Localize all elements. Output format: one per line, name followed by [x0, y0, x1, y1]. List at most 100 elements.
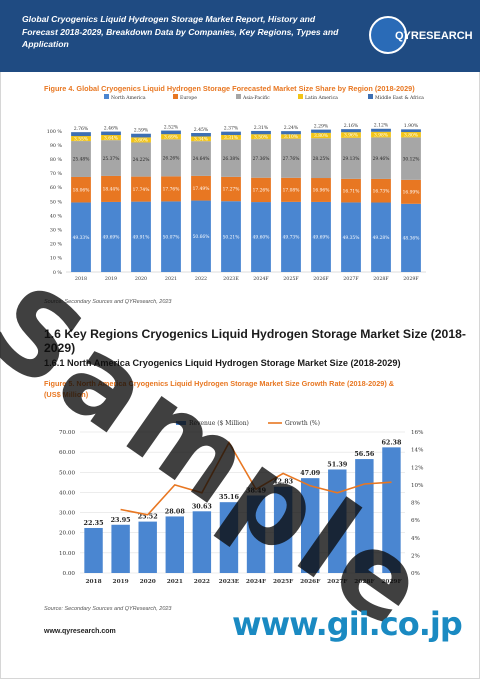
bar-segment: [71, 132, 91, 137]
bar-segment: [191, 136, 211, 142]
bar-segment: [191, 133, 211, 137]
bar-segment: [371, 202, 391, 272]
y-tick-label: 50 %: [50, 199, 63, 205]
y-tick-label: 0 %: [53, 270, 63, 276]
y-right-tick-label: 16%: [411, 430, 423, 436]
data-label: 17.49%: [193, 187, 210, 192]
bar-segment: [131, 201, 151, 272]
legend-label: North America: [111, 95, 146, 101]
y-tick-label: 100 %: [47, 129, 63, 135]
data-label: 3.69%: [164, 135, 178, 140]
x-tick-label: 2019: [113, 579, 129, 585]
data-label: 3.80%: [314, 134, 328, 139]
revenue-bar: [301, 478, 320, 573]
data-label: 16.73%: [373, 189, 390, 194]
data-label: 3.60%: [134, 139, 148, 144]
bar-segment: [371, 131, 391, 138]
y-right-tick-label: 10%: [411, 483, 423, 489]
data-label: 2.46%: [104, 125, 119, 131]
data-label: 16.71%: [343, 189, 360, 194]
x-tick-label: 2025F: [273, 579, 294, 585]
y-right-tick-label: 14%: [411, 448, 423, 454]
revenue-data-label: 28.08: [165, 507, 186, 515]
y-left-tick-label: 40.00: [59, 490, 75, 496]
y-tick-label: 80 %: [50, 157, 63, 163]
bar-segment: [401, 129, 421, 133]
x-tick-label: 2028F: [354, 579, 375, 585]
bar-segment: [311, 201, 331, 272]
data-label: 2.45%: [194, 127, 209, 133]
y-tick-label: 10 %: [50, 256, 63, 262]
data-label: 49.33%: [73, 236, 90, 241]
data-label: 2.31%: [254, 125, 269, 131]
bar-segment: [161, 134, 181, 140]
revenue-bar: [355, 459, 374, 573]
bar-segment: [281, 134, 301, 139]
revenue-bar: [246, 495, 266, 573]
growth-line: [120, 440, 392, 516]
footer-url[interactable]: www.qyresearch.com: [44, 628, 116, 635]
y-right-tick-label: 12%: [411, 465, 423, 471]
y-tick-label: 60 %: [50, 185, 63, 191]
data-label: 49.60%: [253, 236, 270, 241]
data-label: 3.10%: [284, 135, 298, 140]
data-label: 3.34%: [194, 138, 208, 143]
legend-label: Middle East & Africa: [375, 95, 424, 101]
gii-watermark: www.gii.co.jp: [232, 605, 463, 643]
x-tick-label: 2029F: [381, 579, 402, 585]
data-label: 49.69%: [103, 236, 120, 241]
revenue-data-label: 22.35: [84, 519, 104, 527]
data-label: 17.27%: [223, 188, 240, 193]
data-label: 49.69%: [313, 236, 330, 241]
y-left-tick-label: 70.00: [59, 430, 75, 436]
logo-text: QYRESEARCH: [395, 30, 473, 42]
revenue-data-label: 56.56: [354, 450, 375, 458]
x-tick-label: 2020: [140, 579, 156, 585]
x-tick-label: 2026F: [313, 276, 329, 282]
data-label: 30.12%: [403, 157, 420, 162]
x-tick-label: 2027F: [327, 579, 348, 585]
data-label: 17.08%: [283, 189, 300, 194]
bar-segment: [101, 140, 121, 176]
bar-segment: [71, 141, 91, 177]
x-tick-label: 2021: [165, 276, 177, 282]
revenue-bar: [219, 502, 239, 573]
data-label: 2.29%: [314, 123, 329, 129]
data-label: 50.21%: [223, 235, 240, 240]
data-label: 29.46%: [373, 157, 390, 162]
revenue-bar: [328, 469, 347, 573]
data-label: 1.90%: [404, 123, 419, 129]
x-tick-label: 2021: [167, 579, 183, 585]
stacked-share-chart: North America Europe Asia-Pacific Latin Ame…: [47, 94, 426, 282]
bar-segment: [341, 137, 361, 179]
data-label: 49.35%: [343, 236, 360, 241]
data-label: 26.26%: [163, 157, 180, 162]
data-label: 27.36%: [253, 157, 270, 162]
bar-segment: [191, 141, 211, 176]
data-label: 49.91%: [133, 236, 150, 241]
bar-segment: [131, 176, 151, 202]
bar-segment: [311, 132, 331, 139]
legend-swatch: [368, 94, 373, 99]
data-label: 2.52%: [164, 124, 179, 130]
y-right-tick-label: 4%: [411, 536, 420, 542]
revenue-bar: [138, 521, 157, 573]
bar-segment: [71, 136, 91, 142]
bar-segment: [341, 202, 361, 272]
revenue-growth-chart: Revenue ($ Million) Growth (%) 0.00 10.00 20…: [59, 420, 423, 585]
revenue-data-label: 23.95: [111, 516, 131, 524]
bar-segment: [401, 203, 421, 272]
qyresearch-logo-icon: [369, 16, 407, 54]
figure5-source: Source: Secondary Sources and QYResearch…: [44, 606, 172, 612]
data-label: 27.76%: [283, 157, 300, 162]
data-label: 2.59%: [134, 128, 149, 134]
data-label: 29.13%: [343, 157, 360, 162]
data-label: 25.48%: [73, 158, 90, 163]
data-label: 25.37%: [103, 157, 120, 162]
y-tick-label: 40 %: [50, 213, 63, 219]
x-tick-label: 2023E: [219, 579, 240, 585]
y-right-tick-label: 6%: [411, 518, 420, 524]
y-left-tick-label: 60.00: [59, 450, 75, 456]
revenue-data-label: 38.49: [246, 486, 267, 494]
bar-segment: [131, 137, 151, 143]
